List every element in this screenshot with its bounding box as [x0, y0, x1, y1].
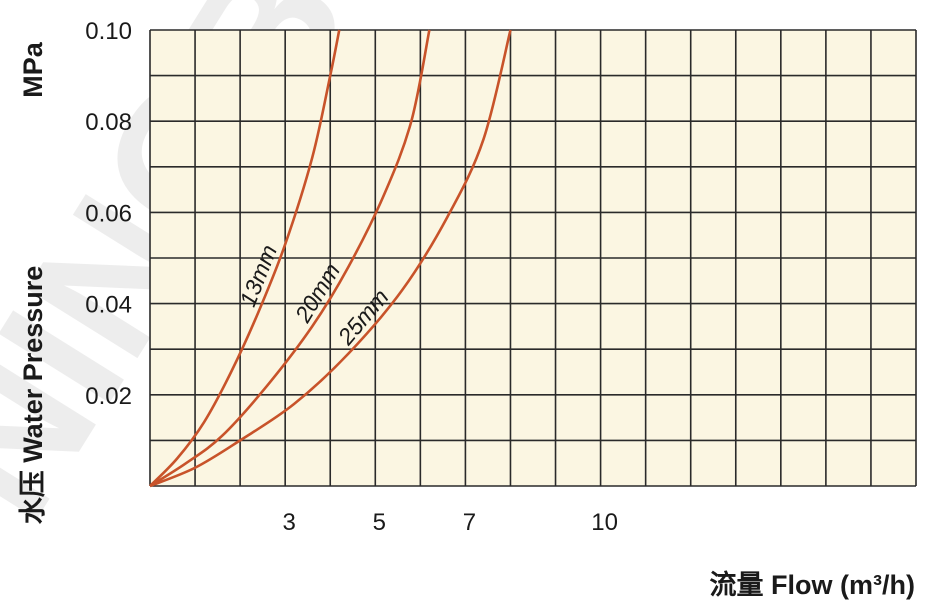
series-group: [149, 29, 512, 488]
grid: [149, 29, 917, 487]
x-axis-ticks: 3 5 7 10: [282, 509, 617, 536]
y-tick-label: 0.06: [85, 200, 132, 227]
series-line-13mm: [149, 29, 341, 487]
x-axis-title: 流量 Flow (m³/h): [710, 570, 915, 600]
x-tick-label: 5: [373, 509, 386, 536]
series-line-20mm: [149, 29, 431, 488]
y-tick-label: 0.10: [85, 18, 132, 45]
x-tick-label: 3: [282, 509, 295, 536]
y-tick-label: 0.04: [85, 292, 132, 319]
y-axis-unit: MPa: [18, 41, 48, 98]
x-tick-label: 7: [463, 509, 476, 536]
y-tick-label: 0.02: [85, 383, 132, 410]
x-tick-label: 10: [591, 509, 618, 536]
y-axis-title: 水压 Water Pressure: [18, 266, 48, 525]
y-axis-ticks: 0.10 0.08 0.06 0.04 0.02: [85, 18, 132, 410]
series-line-25mm: [149, 29, 512, 488]
y-tick-label: 0.08: [85, 109, 132, 136]
